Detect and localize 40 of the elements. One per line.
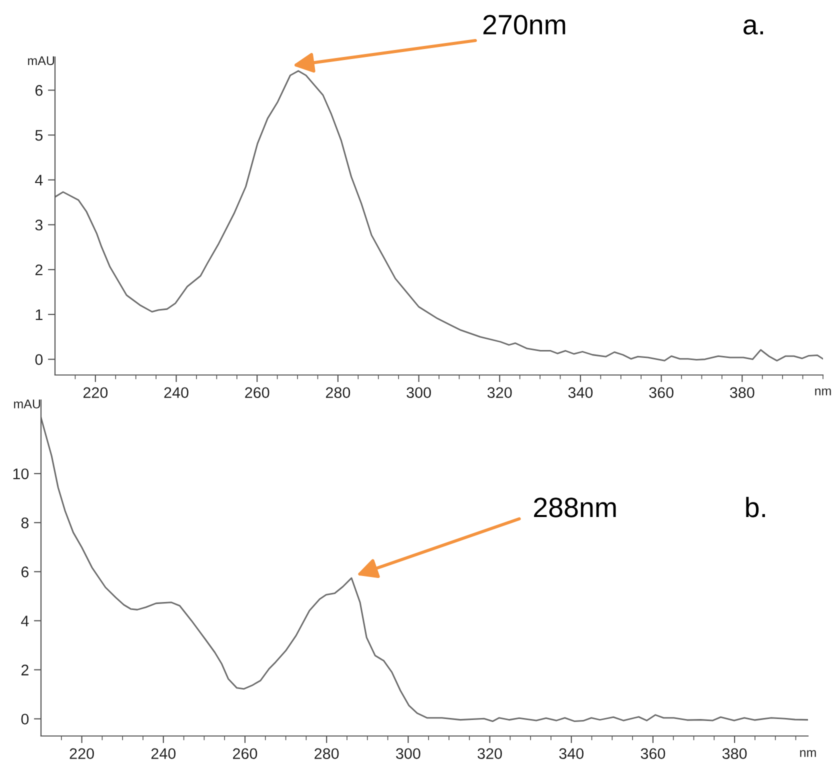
- x-tick-label: 240: [151, 748, 176, 760]
- x-tick-label: 340: [568, 387, 593, 398]
- x-tick-label: 260: [233, 748, 258, 760]
- x-tick-label: 380: [730, 387, 754, 398]
- y-tick-label: 1: [36, 309, 42, 320]
- y-tick-label: 8: [21, 517, 29, 528]
- x-tick-label: 300: [406, 387, 431, 398]
- y-tick-label: 5: [35, 130, 43, 141]
- y-axis-title: mAU: [14, 400, 40, 408]
- text: a.: [744, 19, 763, 35]
- x-tick-label: 360: [640, 748, 666, 760]
- x-tick-label: 280: [314, 748, 339, 760]
- x-axis-title: nm: [815, 388, 831, 396]
- y-tick-label: 3: [35, 220, 43, 230]
- y-tick-label: 4: [35, 174, 43, 186]
- x-tick-label: 240: [164, 387, 188, 398]
- y-axis-title: mAU: [28, 56, 54, 66]
- x-tick-label: 300: [396, 748, 420, 760]
- x-tick-label: 260: [245, 387, 270, 398]
- y-tick-label: 10: [13, 468, 29, 480]
- y-tick-label: 0: [35, 354, 43, 365]
- y-tick-label: 6: [21, 566, 29, 578]
- text: 270nm: [483, 14, 566, 35]
- x-tick-label: 220: [70, 748, 94, 760]
- x-tick-label: 320: [487, 387, 512, 398]
- x-tick-label: 320: [478, 748, 502, 760]
- line-series: [41, 416, 808, 722]
- x-tick-label: 340: [559, 748, 584, 760]
- y-tick-label: 6: [35, 85, 43, 96]
- y-tick-label: 2: [21, 664, 28, 676]
- x-tick-label: 360: [649, 387, 674, 398]
- x-tick-label: 380: [722, 748, 747, 760]
- x-tick-label: 220: [83, 387, 108, 398]
- y-tick-label: 0: [21, 714, 29, 725]
- annotation: b.: [746, 496, 765, 518]
- annotation: 288nm: [534, 498, 616, 518]
- x-axis-title: nm: [800, 750, 816, 757]
- y-tick-label: 2: [35, 264, 42, 276]
- x-tick-label: 280: [326, 387, 350, 398]
- y-tick-label: 4: [21, 616, 29, 626]
